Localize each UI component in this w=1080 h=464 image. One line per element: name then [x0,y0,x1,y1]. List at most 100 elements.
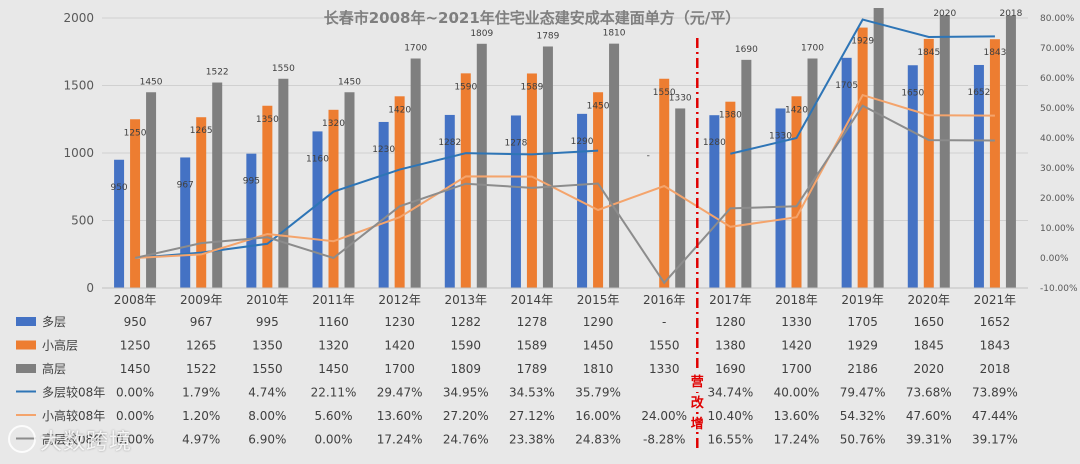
table-cell: 1450 [583,339,614,353]
y-right-tick-label: 40.00% [1040,134,1075,144]
divider-label-char: 改 [691,395,705,411]
divider-label-bg [689,372,706,390]
bar-data-label: 1705 [835,81,858,91]
bar [923,38,934,288]
bar-data-label: 1380 [719,111,742,121]
table-cell: 22.11% [311,386,357,400]
table-cell: 1350 [252,339,283,353]
table-cell: 1278 [517,315,548,329]
y-right-tick-label: 0.00% [1040,254,1069,264]
divider-label-char: 增 [691,416,704,432]
x-tick-label: 2020年 [908,293,951,307]
table-cell: 47.60% [906,409,952,423]
watermark-text: 大数跨境 [40,430,133,455]
bar-data-label: 1330 [669,93,692,103]
y-right-tick-label: 20.00% [1040,194,1075,204]
table-cell: 1250 [120,339,151,353]
table-cell: 1420 [781,339,812,353]
bar-data-label: 1330 [769,131,792,141]
bar-data-label: - [647,151,650,161]
table-cell: 17.24% [377,433,423,447]
bar-data-label: 1450 [587,101,610,111]
bar [394,96,405,288]
bar-data-label: 1420 [785,105,808,115]
bar [873,8,884,288]
table-cell: 40.00% [774,386,820,400]
table-cell: 1810 [583,362,614,376]
x-tick-label: 2012年 [378,293,421,307]
legend-label: 小高较08年 [42,408,105,423]
legend-label: 多层较08年 [42,385,105,400]
bar-data-label: 1590 [454,82,477,92]
table-cell: 1700 [384,362,415,376]
bar [741,59,752,288]
table-cell: 6.90% [248,433,286,447]
table-cell: 47.44% [972,409,1018,423]
y-left-tick-label: 500 [71,214,94,228]
bar [775,108,786,288]
bar-data-label: 1550 [653,88,676,98]
table-cell: 1450 [318,362,349,376]
table-cell: 27.12% [509,409,555,423]
table-cell: 24.83% [575,433,621,447]
table-cell: 35.79% [575,386,621,400]
x-tick-label: 2018年 [775,293,818,307]
bar [989,39,1000,288]
bar-data-label: 2018 [999,9,1022,19]
bar [262,105,273,288]
table-cell: 0.00% [116,409,154,423]
table-cell: 1265 [186,339,217,353]
table-cell: 29.47% [377,386,423,400]
bar [907,65,918,288]
bar-data-label: 1690 [735,45,758,55]
table-cell: 1522 [186,362,217,376]
y-right-tick-label: 10.00% [1040,224,1075,234]
table-cell: 24.76% [443,433,489,447]
table-cell: 1160 [318,315,349,329]
divider-label-bg [689,393,706,411]
bar-data-label: 2020 [933,9,956,19]
bar-data-label: 1589 [520,82,543,92]
table-cell: 967 [190,315,213,329]
bar-data-label: 1282 [438,138,461,148]
bar-data-label: 950 [110,183,127,193]
table-cell: 4.74% [248,386,286,400]
table-cell: 1.79% [182,386,220,400]
bar-data-label: 1290 [571,137,594,147]
bar [344,92,355,288]
bar-data-label: 1350 [256,115,279,125]
bar [328,109,339,288]
x-tick-label: 2017年 [709,293,752,307]
bar [841,57,852,289]
x-tick-label: 2008年 [114,293,157,307]
bar [146,92,157,288]
bar-data-label: 1450 [140,77,163,87]
table-cell: 16.55% [707,433,753,447]
bar [410,58,421,288]
bar-data-label: 1652 [967,88,990,98]
table-cell: 0.00% [116,386,154,400]
bar [609,43,620,289]
bar-data-label: 1700 [404,44,427,54]
table-cell: 1282 [451,315,482,329]
bar-data-label: 1230 [372,145,395,155]
table-cell: 1330 [781,315,812,329]
bar-data-label: 995 [243,177,260,187]
x-tick-label: 2021年 [974,293,1017,307]
bar [526,73,537,288]
x-tick-label: 2014年 [511,293,554,307]
legend-label: 小高层 [42,338,78,353]
x-tick-label: 2011年 [312,293,355,307]
bar-data-label: 1250 [124,128,147,138]
watermark: 大数跨境 [8,424,132,456]
legend-label: 高层较08年 [42,432,105,447]
series-line [134,104,995,285]
bar [939,15,950,289]
table-cell: 50.76% [840,433,886,447]
bar [791,96,802,288]
x-tick-label: 2015年 [577,293,620,307]
bar [857,27,868,289]
bar [725,101,736,288]
table-cell: 23.38% [509,433,555,447]
watermark-logo-icon [8,425,36,453]
